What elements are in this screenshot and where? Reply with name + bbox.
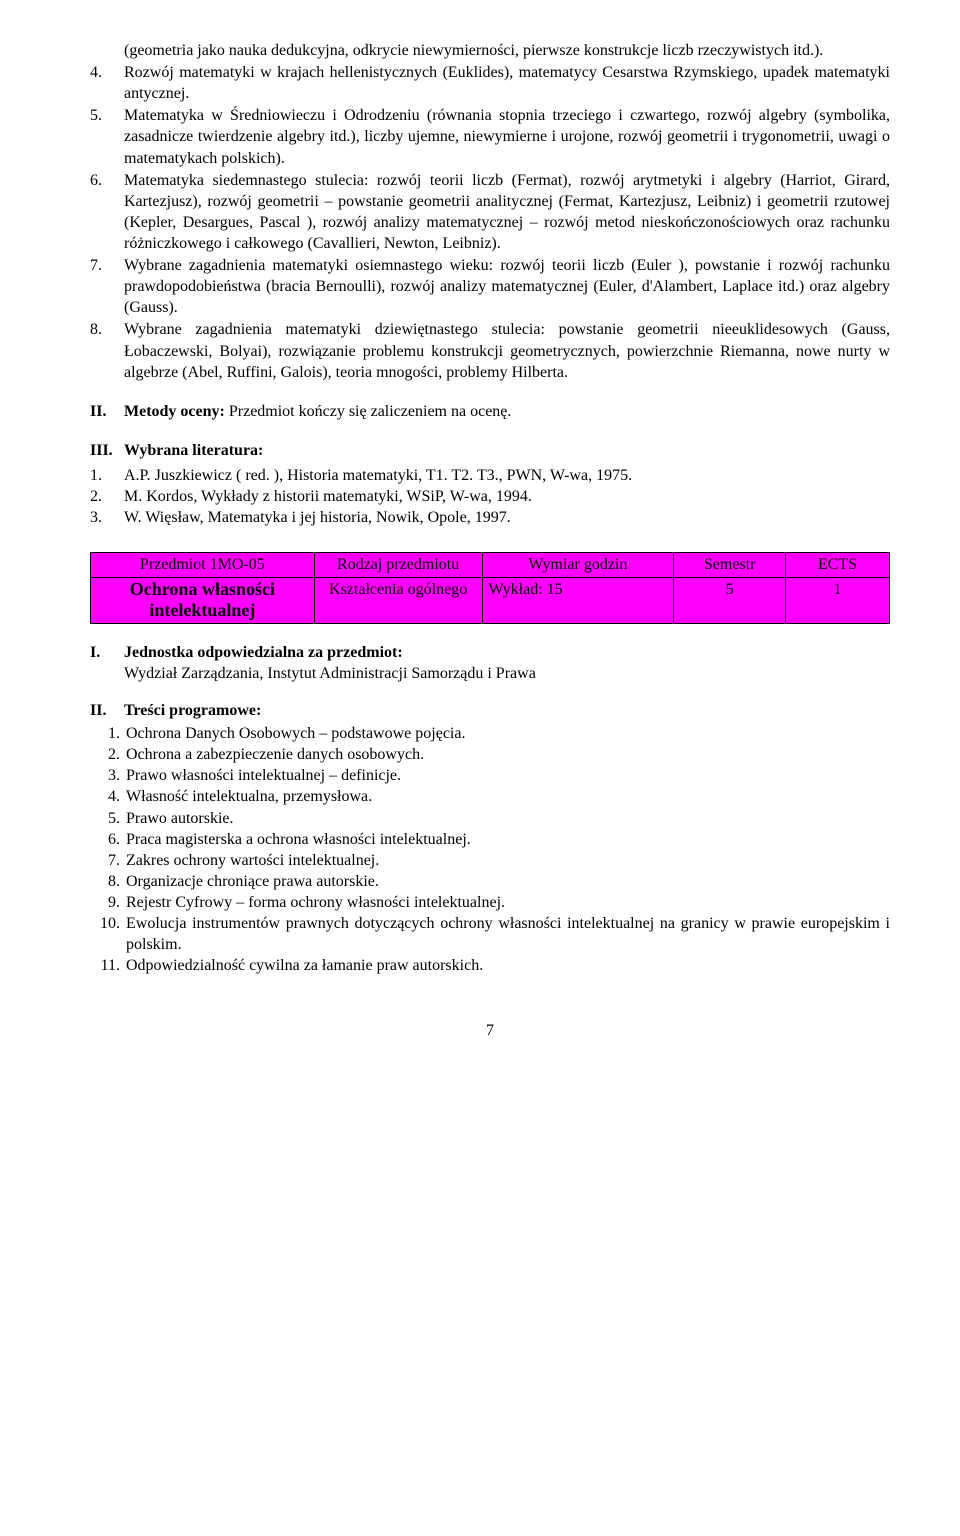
table-cell: Wymiar godzin <box>482 553 674 578</box>
list-item: 1.A.P. Juszkiewicz ( red. ), Historia ma… <box>90 465 890 486</box>
section-roman: III. <box>90 440 124 461</box>
section-text: Przedmiot kończy się zaliczeniem na ocen… <box>229 403 512 420</box>
table-row: Ochrona własności intelektualnej Kształc… <box>91 578 890 623</box>
item-text: Zakres ochrony wartości intelektualnej. <box>126 850 890 871</box>
list-item: 6.Praca magisterska a ochrona własności … <box>90 829 890 850</box>
list-item: 5.Prawo autorskie. <box>90 808 890 829</box>
item-text: Wybrane zagadnienia matematyki dziewiętn… <box>124 319 890 382</box>
section-roman: II. <box>90 401 124 422</box>
item-number: 6. <box>90 829 126 850</box>
list-item: 8.Organizacje chroniące prawa autorskie. <box>90 871 890 892</box>
unit-body: Wydział Zarządzania, Instytut Administra… <box>124 663 890 684</box>
section-label: Treści programowe: <box>124 700 261 721</box>
table-cell: 5 <box>674 578 786 623</box>
section-methods: II. Metody oceny: Przedmiot kończy się z… <box>90 401 890 422</box>
item-text: Rejestr Cyfrowy – forma ochrony własnośc… <box>126 892 890 913</box>
item-text: Wybrane zagadnienia matematyki osiemnast… <box>124 255 890 318</box>
table-cell: Kształcenia ogólnego <box>314 578 482 623</box>
item-number: 2. <box>90 744 126 765</box>
list-item: 4.Własność intelektualna, przemysłowa. <box>90 786 890 807</box>
table-cell: Ochrona własności intelektualnej <box>91 578 315 623</box>
item-number: 8. <box>90 319 124 382</box>
content-list: (geometria jako nauka dedukcyjna, odkryc… <box>90 40 890 383</box>
item-number: 4. <box>90 786 126 807</box>
item-text: Matematyka siedemnastego stulecia: rozwó… <box>124 170 890 254</box>
item-number: 2. <box>90 486 124 507</box>
item-number: 8. <box>90 871 126 892</box>
table-row: Przedmiot 1MO-05 Rodzaj przedmiotu Wymia… <box>91 553 890 578</box>
list-item: 2.M. Kordos, Wykłady z historii matematy… <box>90 486 890 507</box>
item-number <box>90 40 124 61</box>
item-number: 4. <box>90 62 124 104</box>
item-text: Odpowiedzialność cywilna za łamanie praw… <box>126 955 890 976</box>
table-cell: Rodzaj przedmiotu <box>314 553 482 578</box>
item-number: 6. <box>90 170 124 254</box>
page-number: 7 <box>90 1020 890 1041</box>
item-text: M. Kordos, Wykłady z historii matematyki… <box>124 486 532 507</box>
item-number: 10. <box>90 913 126 955</box>
list-item: 1.Ochrona Danych Osobowych – podstawowe … <box>90 723 890 744</box>
item-number: 7. <box>90 850 126 871</box>
item-text: Rozwój matematyki w krajach hellenistycz… <box>124 62 890 104</box>
section-label: Jednostka odpowiedzialna za przedmiot: <box>124 642 403 663</box>
item-text: Ochrona a zabezpieczenie danych osobowyc… <box>126 744 890 765</box>
item-number: 5. <box>90 105 124 168</box>
list-item: 5.Matematyka w Średniowieczu i Odrodzeni… <box>90 105 890 168</box>
section-label: Metody oceny: <box>124 403 229 420</box>
course-table: Przedmiot 1MO-05 Rodzaj przedmiotu Wymia… <box>90 552 890 623</box>
list-item: 2.Ochrona a zabezpieczenie danych osobow… <box>90 744 890 765</box>
list-item: 6.Matematyka siedemnastego stulecia: roz… <box>90 170 890 254</box>
section-label: Wybrana literatura: <box>124 440 263 461</box>
item-text: Ochrona Danych Osobowych – podstawowe po… <box>126 723 890 744</box>
section-roman: I. <box>90 642 124 663</box>
list-item: 7.Zakres ochrony wartości intelektualnej… <box>90 850 890 871</box>
item-text: W. Więsław, Matematyka i jej historia, N… <box>124 507 511 528</box>
list-item: 10.Ewolucja instrumentów prawnych dotycz… <box>90 913 890 955</box>
list-item: 9.Rejestr Cyfrowy – forma ochrony własno… <box>90 892 890 913</box>
table-cell: 1 <box>786 578 890 623</box>
list-item: 11.Odpowiedzialność cywilna za łamanie p… <box>90 955 890 976</box>
item-text: Praca magisterska a ochrona własności in… <box>126 829 890 850</box>
topics-list: 1.Ochrona Danych Osobowych – podstawowe … <box>90 723 890 976</box>
item-number: 1. <box>90 465 124 486</box>
table-cell: Semestr <box>674 553 786 578</box>
section-literature: III. Wybrana literatura: <box>90 440 890 461</box>
item-text: Ewolucja instrumentów prawnych dotyczący… <box>126 913 890 955</box>
list-item: 4.Rozwój matematyki w krajach hellenisty… <box>90 62 890 104</box>
item-text: Prawo autorskie. <box>126 808 890 829</box>
list-item: 3.Prawo własności intelektualnej – defin… <box>90 765 890 786</box>
list-item: 7.Wybrane zagadnienia matematyki osiemna… <box>90 255 890 318</box>
table-cell: Przedmiot 1MO-05 <box>91 553 315 578</box>
item-number: 1. <box>90 723 126 744</box>
table-cell: Wykład: 15 <box>482 578 674 623</box>
section-topics: II. Treści programowe: <box>90 700 890 721</box>
list-item: 8.Wybrane zagadnienia matematyki dziewię… <box>90 319 890 382</box>
item-text: Prawo własności intelektualnej – definic… <box>126 765 890 786</box>
item-number: 7. <box>90 255 124 318</box>
item-text: (geometria jako nauka dedukcyjna, odkryc… <box>124 40 890 61</box>
item-number: 3. <box>90 507 124 528</box>
item-number: 11. <box>90 955 126 976</box>
section-unit: I. Jednostka odpowiedzialna za przedmiot… <box>90 642 890 684</box>
item-text: Matematyka w Średniowieczu i Odrodzeniu … <box>124 105 890 168</box>
item-text: Organizacje chroniące prawa autorskie. <box>126 871 890 892</box>
item-number: 9. <box>90 892 126 913</box>
item-text: A.P. Juszkiewicz ( red. ), Historia mate… <box>124 465 632 486</box>
list-item: 3.W. Więsław, Matematyka i jej historia,… <box>90 507 890 528</box>
list-item: (geometria jako nauka dedukcyjna, odkryc… <box>90 40 890 61</box>
section-roman: II. <box>90 700 124 721</box>
item-number: 5. <box>90 808 126 829</box>
table-cell: ECTS <box>786 553 890 578</box>
literature-list: 1.A.P. Juszkiewicz ( red. ), Historia ma… <box>90 465 890 528</box>
item-number: 3. <box>90 765 126 786</box>
item-text: Własność intelektualna, przemysłowa. <box>126 786 890 807</box>
